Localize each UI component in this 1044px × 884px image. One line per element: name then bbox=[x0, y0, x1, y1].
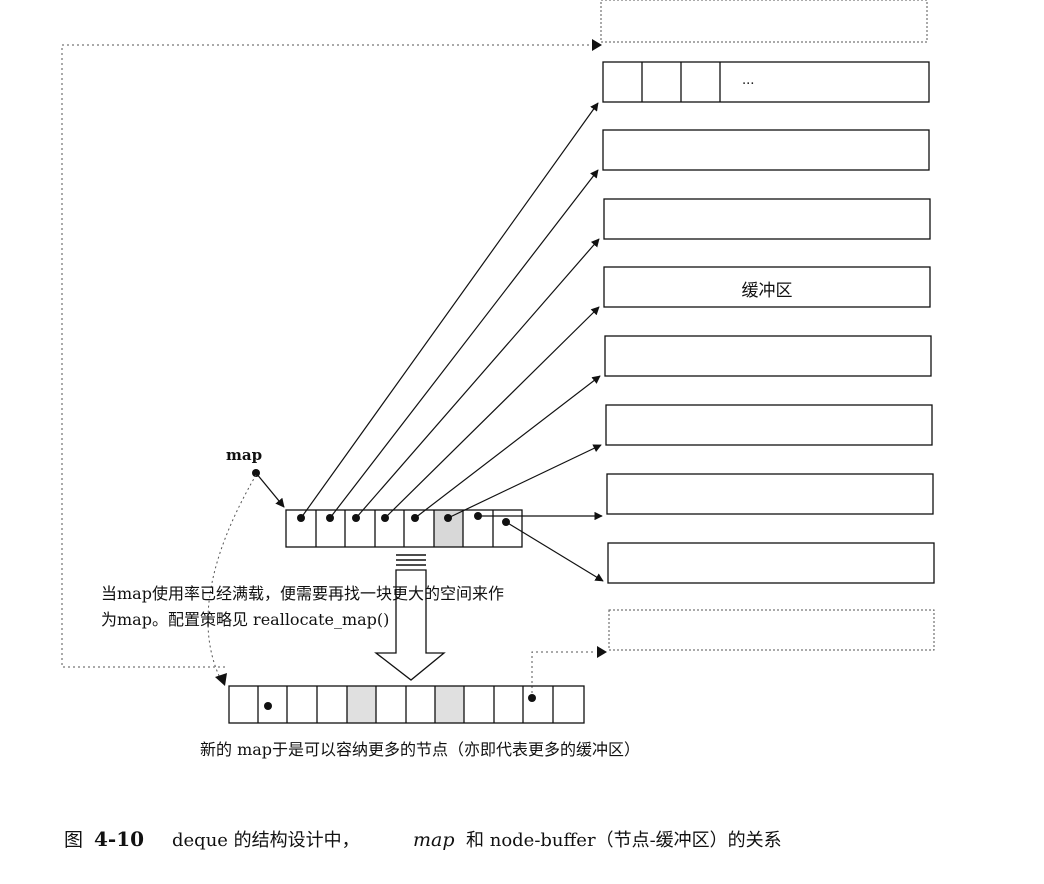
dotted-link-bottom bbox=[531, 651, 596, 698]
note-line-1: 当map使用率已经满载，便需要再找一块更大的空间来作 bbox=[101, 584, 504, 603]
dotted-link-top bbox=[61, 44, 592, 668]
buffer-1: ... bbox=[602, 61, 930, 103]
map-relocate-arrowhead bbox=[215, 673, 227, 686]
note-line-2: 为map。配置策略见 reallocate_map() bbox=[101, 610, 389, 629]
buffer-dashed-top bbox=[600, 0, 928, 43]
buffer-dashed-bottom bbox=[608, 609, 935, 651]
caption-text-2: 和 node-buffer（节点-缓冲区）的关系 bbox=[466, 830, 782, 851]
new-map bbox=[228, 685, 585, 724]
buffer-label: 缓冲区 bbox=[742, 281, 793, 301]
buffer-8 bbox=[607, 542, 935, 584]
reallocate-block-arrow bbox=[374, 554, 446, 681]
buffer-2 bbox=[602, 129, 930, 171]
buffer-4 bbox=[603, 266, 931, 308]
node-pointers bbox=[297, 102, 604, 582]
caption-number: 4-10 bbox=[94, 827, 144, 851]
caption-map: map bbox=[413, 829, 455, 851]
map-relocate-curve bbox=[207, 474, 257, 683]
new-map-caption: 新的 map于是可以容纳更多的节点（亦即代表更多的缓冲区） bbox=[200, 740, 640, 759]
dotted-arrowhead-bottom bbox=[597, 646, 607, 658]
map-pointer-arrow bbox=[255, 472, 285, 508]
dotted-arrowhead-top bbox=[592, 39, 602, 51]
buffer-5 bbox=[604, 335, 932, 377]
figure-caption: 图 4-10 deque 的结构设计中， map 和 node-buffer（节… bbox=[64, 827, 782, 851]
map-label: map bbox=[226, 446, 262, 464]
buffer-6 bbox=[605, 404, 933, 446]
buffer-7 bbox=[606, 473, 934, 515]
buffer-ellipsis: ... bbox=[742, 73, 754, 88]
caption-prefix: 图 bbox=[64, 829, 83, 851]
buffer-3 bbox=[603, 198, 931, 240]
caption-text-1: deque 的结构设计中， bbox=[172, 830, 360, 851]
